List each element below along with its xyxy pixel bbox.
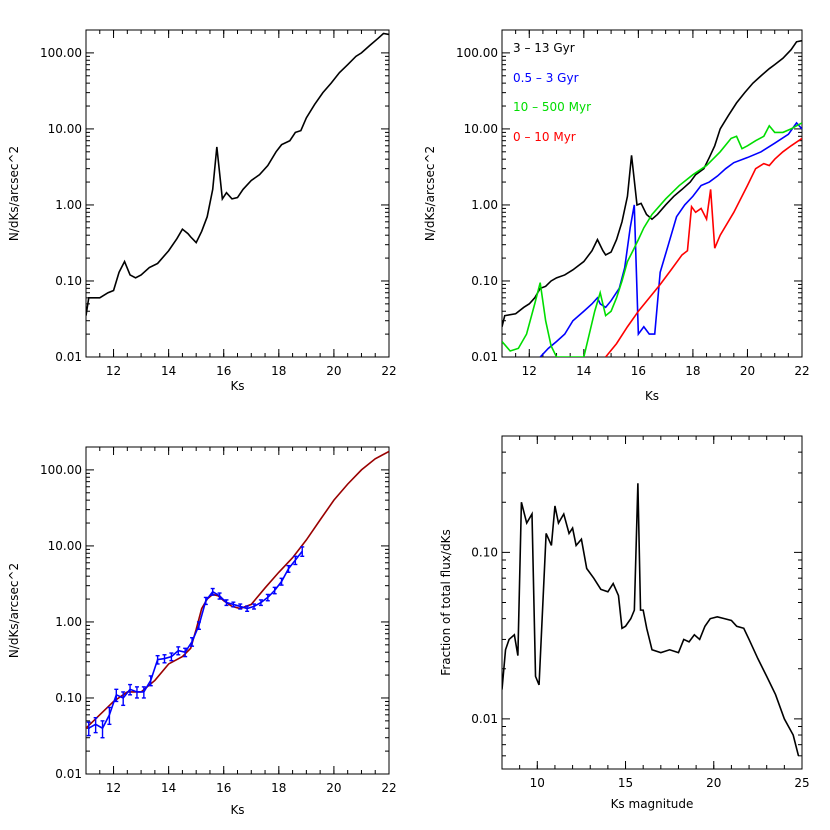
panel-frame (85, 446, 390, 775)
x-tick-label: 18 (271, 364, 286, 378)
x-axis-label: Ks (230, 803, 244, 817)
x-tick-label: 22 (381, 781, 396, 795)
series-line-0 (86, 32, 389, 316)
x-tick-label: 20 (706, 776, 721, 790)
x-tick-label: 12 (106, 364, 121, 378)
series-line-0 (502, 483, 800, 757)
y-tick-label: 100.00 (40, 46, 82, 60)
x-tick-label: 20 (326, 364, 341, 378)
panel-frame (85, 29, 390, 358)
legend-entry-0.5-3-gyr: 0.5 – 3 Gyr (513, 71, 579, 85)
panel-ticks: 12 14 16 18 20 22 0.01 0.10 1.00 10.00 100.00 (40, 29, 397, 378)
series-line-0 (86, 450, 389, 729)
panel-frame (501, 435, 803, 770)
y-tick-label: 0.10 (55, 274, 82, 288)
y-tick-label: 0.01 (471, 350, 498, 364)
x-tick-label: 22 (381, 364, 396, 378)
x-tick-label: 18 (685, 364, 700, 378)
x-tick-label: 10 (530, 776, 545, 790)
y-tick-label: 0.01 (55, 350, 82, 364)
panel-series (502, 483, 800, 757)
y-axis-label: N/dKs/arcsec^2 (7, 563, 21, 658)
series-line-1 (88, 550, 303, 730)
y-tick-label: 1.00 (55, 615, 82, 629)
y-axis-label: N/dKs/arcsec^2 (423, 146, 437, 241)
panel-series (502, 39, 802, 357)
panel-ticks: 10 15 20 25 0.01 0.10 (471, 435, 810, 790)
x-tick-label: 22 (794, 364, 809, 378)
y-tick-label: 100.00 (456, 46, 498, 60)
y-tick-label: 100.00 (40, 463, 82, 477)
y-tick-label: 0.10 (471, 274, 498, 288)
x-tick-label: 12 (106, 781, 121, 795)
y-tick-label: 1.00 (55, 198, 82, 212)
x-axis-label: Ks (645, 389, 659, 403)
y-tick-label: 1.00 (471, 198, 498, 212)
legend-entry-10-500-myr: 10 – 500 Myr (513, 100, 591, 114)
legend: 3 – 13 Gyr 0.5 – 3 Gyr 10 – 500 Myr 0 – … (513, 41, 591, 144)
y-axis-label: Fraction of total flux/dKs (439, 529, 453, 675)
series-line-0 (502, 39, 802, 327)
panel-ticks: 12 14 16 18 20 22 0.01 0.10 1.00 10.00 100.00 (456, 29, 810, 378)
x-tick-label: 20 (740, 364, 755, 378)
panel-bottom-right: 10 15 20 25 0.01 0.10 Ks magnitude Fraction o… (439, 435, 810, 811)
y-tick-label: 10.00 (464, 122, 498, 136)
x-tick-label: 12 (522, 364, 537, 378)
panel-series (86, 32, 389, 316)
legend-entry-0-10-myr: 0 – 10 Myr (513, 130, 576, 144)
y-tick-label: 10.00 (48, 539, 82, 553)
series-line-1 (539, 121, 802, 357)
x-tick-label: 16 (216, 781, 231, 795)
y-axis-label: N/dKs/arcsec^2 (7, 146, 21, 241)
x-tick-label: 15 (618, 776, 633, 790)
series-line-3 (605, 137, 802, 357)
x-tick-label: 14 (161, 781, 176, 795)
y-tick-label: 10.00 (48, 122, 82, 136)
x-axis-label: Ks (230, 379, 244, 393)
panel-top-right: 12 14 16 18 20 22 0.01 0.10 1.00 10.00 100.00 Ks N… (423, 29, 810, 403)
x-tick-label: 25 (794, 776, 809, 790)
x-tick-label: 14 (161, 364, 176, 378)
panel-bottom-left: 12 14 16 18 20 22 0.01 0.10 1.00 10.00 100.00 Ks N… (7, 446, 397, 817)
y-tick-label: 0.10 (55, 691, 82, 705)
y-tick-label: 0.01 (55, 767, 82, 781)
x-tick-label: 16 (216, 364, 231, 378)
panel-top-left: 12 14 16 18 20 22 0.01 0.10 1.00 10.00 100.00 Ks N… (7, 29, 397, 393)
x-tick-label: 14 (576, 364, 591, 378)
panel-ticks: 12 14 16 18 20 22 0.01 0.10 1.00 10.00 100.00 (40, 446, 397, 795)
panel-series (86, 450, 389, 739)
x-tick-label: 18 (271, 781, 286, 795)
series-line-2 (502, 122, 802, 357)
x-tick-label: 20 (326, 781, 341, 795)
x-axis-label: Ks magnitude (611, 797, 694, 811)
x-tick-label: 16 (631, 364, 646, 378)
y-tick-label: 0.10 (471, 545, 498, 559)
legend-entry-3-13-gyr: 3 – 13 Gyr (513, 41, 575, 55)
y-tick-label: 0.01 (471, 712, 498, 726)
